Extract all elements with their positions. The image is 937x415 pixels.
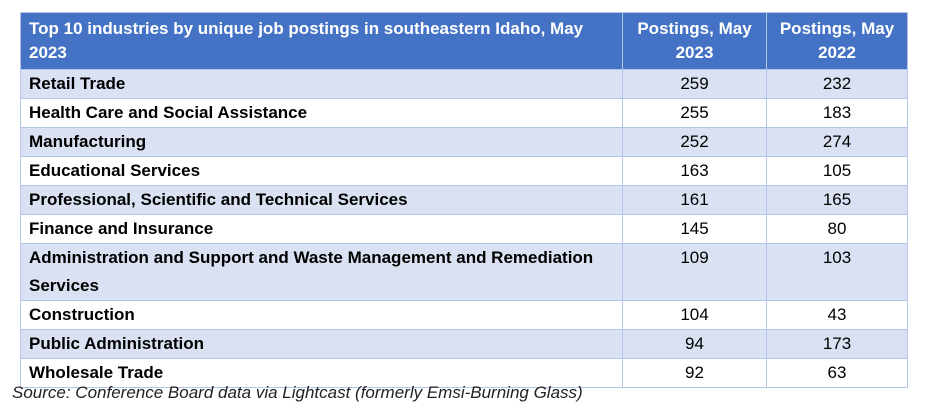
header-cell: Postings, May 2022: [766, 12, 908, 70]
industry-table: Top 10 industries by unique job postings…: [20, 12, 908, 388]
postings-cell: 105: [766, 156, 908, 186]
postings-cell: 259: [622, 69, 767, 99]
table-header: Top 10 industries by unique job postings…: [20, 12, 908, 70]
header-row: Top 10 industries by unique job postings…: [20, 12, 908, 70]
industry-cell: Educational Services: [20, 156, 623, 186]
postings-cell: 94: [622, 329, 767, 359]
postings-cell: 161: [622, 185, 767, 215]
postings-cell: 173: [766, 329, 908, 359]
industry-cell: Manufacturing: [20, 127, 623, 157]
postings-cell: 252: [622, 127, 767, 157]
industry-cell: Construction: [20, 300, 623, 330]
postings-cell: 109: [622, 243, 767, 301]
table-row: Construction 104 43: [20, 300, 908, 330]
source-note: Source: Conference Board data via Lightc…: [12, 383, 583, 402]
industry-cell: Professional, Scientific and Technical S…: [20, 185, 623, 215]
postings-cell: 274: [766, 127, 908, 157]
postings-cell: 104: [622, 300, 767, 330]
table-row: Professional, Scientific and Technical S…: [20, 185, 908, 215]
postings-cell: 80: [766, 214, 908, 244]
industry-cell: Public Administration: [20, 329, 623, 359]
table-row: Educational Services 163 105: [20, 156, 908, 186]
header-cell: Top 10 industries by unique job postings…: [20, 12, 623, 70]
table-row: Health Care and Social Assistance 255 183: [20, 98, 908, 128]
postings-cell: 232: [766, 69, 908, 99]
postings-cell: 165: [766, 185, 908, 215]
postings-cell: 255: [622, 98, 767, 128]
postings-cell: 63: [766, 358, 908, 388]
industry-cell: Wholesale Trade: [20, 358, 623, 388]
table-row: Finance and Insurance 145 80: [20, 214, 908, 244]
table-row: Administration and Support and Waste Man…: [20, 243, 908, 301]
header-cell: Postings, May 2023: [622, 12, 767, 70]
table-body: Retail Trade 259 232 Health Care and Social…: [20, 69, 908, 388]
table-row: Manufacturing 252 274: [20, 127, 908, 157]
postings-cell: 103: [766, 243, 908, 301]
table-row: Retail Trade 259 232: [20, 69, 908, 99]
industry-cell: Administration and Support and Waste Man…: [20, 243, 623, 301]
postings-cell: 145: [622, 214, 767, 244]
table-row: Public Administration 94 173: [20, 329, 908, 359]
industry-cell: Health Care and Social Assistance: [20, 98, 623, 128]
postings-cell: 163: [622, 156, 767, 186]
postings-cell: 92: [622, 358, 767, 388]
postings-cell: 43: [766, 300, 908, 330]
industry-cell: Finance and Insurance: [20, 214, 623, 244]
table-row: Wholesale Trade 92 63: [20, 358, 908, 388]
industry-cell: Retail Trade: [20, 69, 623, 99]
postings-cell: 183: [766, 98, 908, 128]
